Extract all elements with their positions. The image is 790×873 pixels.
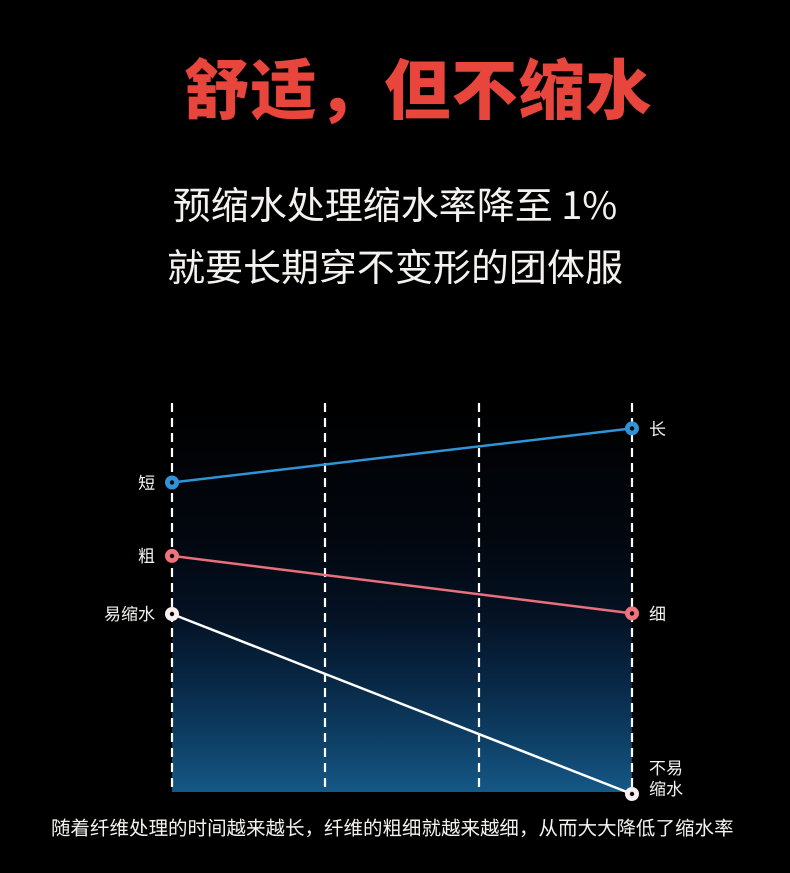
svg-text:短: 短 — [138, 469, 155, 494]
svg-text:易缩水: 易缩水 — [104, 600, 155, 625]
svg-text:长: 长 — [649, 415, 666, 440]
svg-text:缩水: 缩水 — [649, 775, 683, 800]
svg-text:粗: 粗 — [138, 542, 155, 567]
svg-text:细: 细 — [649, 600, 666, 625]
